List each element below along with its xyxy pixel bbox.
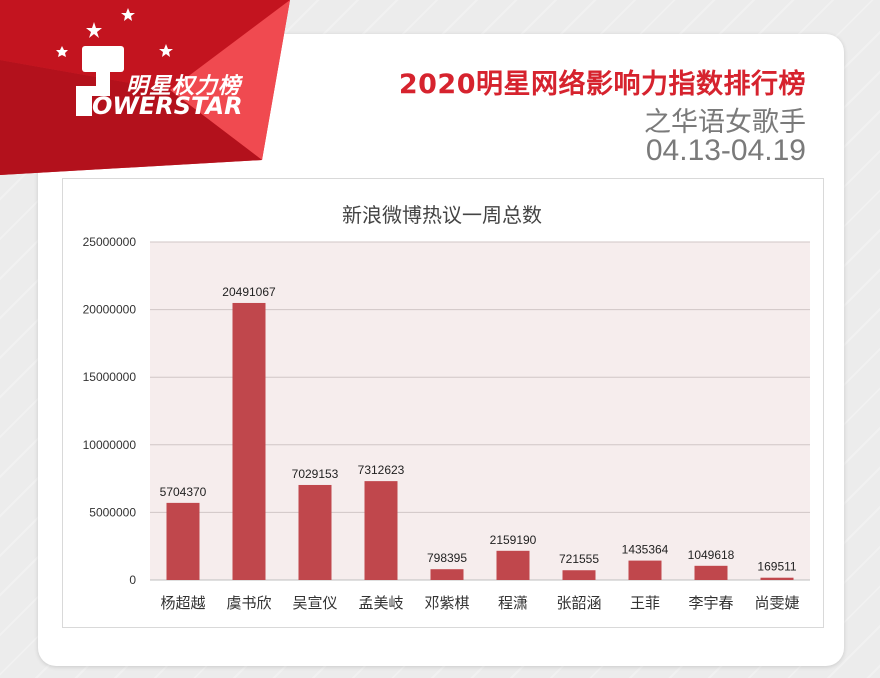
chart-title: 新浪微博热议一周总数 — [342, 203, 542, 227]
fist-logo-icon — [76, 46, 124, 116]
bar-value-label: 169511 — [757, 560, 796, 574]
bar — [562, 570, 596, 580]
bar — [430, 569, 464, 580]
bar — [232, 302, 266, 580]
x-tick-label: 李宇春 — [688, 594, 733, 612]
y-tick-label: 5000000 — [89, 505, 136, 519]
x-tick-label: 王菲 — [630, 594, 660, 612]
bar — [694, 565, 728, 580]
y-tick-label: 25000000 — [83, 235, 137, 249]
x-tick-label: 杨超越 — [160, 594, 205, 612]
date-range: 04.13-04.19 — [645, 134, 806, 167]
bar-value-label: 20491067 — [222, 285, 276, 299]
bar-value-label: 1049618 — [688, 548, 735, 562]
bar-value-label: 1435364 — [622, 543, 669, 557]
bar-value-label: 5704370 — [160, 485, 207, 499]
bar — [364, 481, 398, 580]
bar — [760, 577, 794, 580]
page-subtitle: 之华语女歌手 — [644, 107, 806, 138]
bar-value-label: 721555 — [559, 552, 599, 566]
bar-value-label: 798395 — [427, 551, 467, 565]
bar-value-label: 7029153 — [292, 467, 339, 481]
y-tick-label: 20000000 — [83, 303, 137, 317]
bar-chart: 新浪微博热议一周总数 0 5000000 10000000 15000000 20000… — [83, 203, 810, 612]
x-tick-label: 吴宣仪 — [292, 594, 337, 612]
x-tick-label: 程潇 — [498, 594, 528, 612]
x-tick-label: 张韶涵 — [556, 594, 601, 612]
bar — [298, 484, 332, 580]
bar-value-label: 2159190 — [490, 533, 537, 547]
bar-value-label: 7312623 — [358, 463, 405, 477]
y-tick-label: 15000000 — [83, 370, 137, 384]
x-tick-label: 尚雯婕 — [754, 594, 799, 612]
brand-banner — [0, 0, 290, 175]
x-tick-label: 邓紫棋 — [424, 594, 469, 612]
star-icon — [56, 8, 173, 57]
logo-english: OWERSTAR — [92, 92, 243, 120]
x-tick-label: 虞书欣 — [226, 594, 271, 612]
bar — [628, 560, 662, 580]
logo-chinese: 明星权力榜 — [126, 74, 242, 99]
bar — [166, 502, 200, 580]
page-title: 2020明星网络影响力指数排行榜 — [398, 69, 806, 100]
bar — [496, 550, 530, 580]
y-tick-label: 0 — [129, 573, 136, 587]
x-tick-label: 孟美岐 — [358, 594, 403, 612]
y-tick-label: 10000000 — [83, 438, 137, 452]
